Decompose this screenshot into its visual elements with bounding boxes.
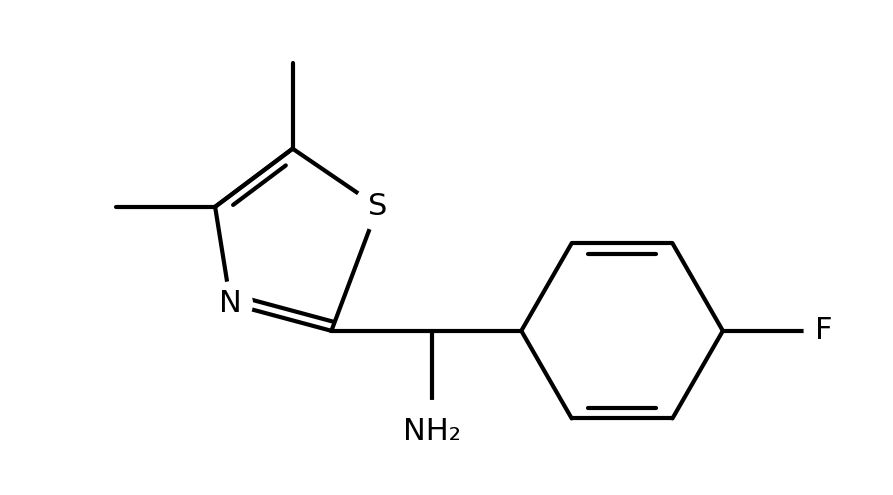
Text: F: F <box>814 316 832 346</box>
Text: NH₂: NH₂ <box>404 417 461 446</box>
Text: N: N <box>220 289 242 318</box>
Circle shape <box>209 282 253 325</box>
Circle shape <box>355 184 401 230</box>
Circle shape <box>805 311 843 350</box>
Circle shape <box>401 400 463 463</box>
Text: S: S <box>368 192 388 221</box>
